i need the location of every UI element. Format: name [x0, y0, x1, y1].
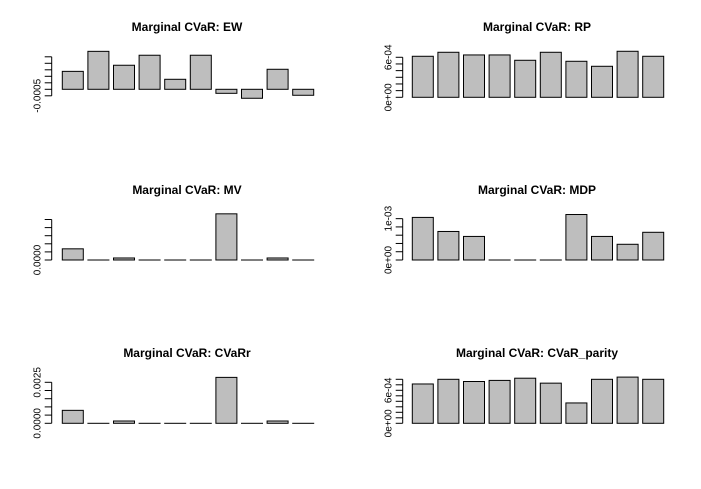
bar [61, 409, 84, 424]
bar [437, 378, 460, 424]
bar [616, 50, 639, 98]
y-tick-label: 0.0000 [33, 408, 44, 439]
bar [113, 64, 135, 90]
bar [539, 51, 562, 98]
y-tick-label: 0.0025 [33, 367, 44, 398]
y-tick-label: 6e-04 [384, 377, 395, 403]
bar [565, 214, 588, 261]
bar [266, 420, 289, 424]
bar [488, 54, 511, 98]
bar [437, 230, 460, 261]
bar [514, 59, 537, 98]
bar [411, 55, 434, 98]
bar [113, 257, 135, 261]
bar [411, 383, 434, 424]
bar [463, 235, 485, 261]
bar [292, 88, 315, 96]
panel-title: Marginal CVaR: MDP [478, 183, 596, 197]
panel-title: Marginal CVaR: EW [132, 20, 243, 34]
panel-title: Marginal CVaR: CVaRr [123, 346, 251, 360]
bar [266, 257, 289, 261]
panel-title: Marginal CVaR: MV [132, 183, 241, 197]
bar [565, 60, 588, 98]
bar [215, 376, 238, 424]
bar [113, 420, 135, 424]
bar [215, 88, 238, 94]
y-tick-label: 1e-03 [384, 205, 395, 231]
bar [591, 235, 613, 261]
bar [189, 54, 212, 90]
panel-title: Marginal CVaR: RP [483, 20, 591, 34]
panel-title: Marginal CVaR: CVaR_parity [456, 346, 618, 360]
bar [411, 216, 434, 261]
bar [565, 402, 588, 424]
bar [514, 377, 537, 424]
bar [215, 213, 238, 261]
y-tick-label: 0.0000 [33, 244, 44, 275]
y-tick-label: 0e+00 [384, 409, 395, 438]
bar [164, 78, 187, 90]
bar [463, 54, 485, 98]
bar [266, 68, 289, 90]
bar [463, 381, 485, 424]
bar [437, 51, 460, 98]
bar [591, 65, 613, 98]
bar [87, 50, 110, 90]
bar [591, 378, 613, 424]
bar [539, 382, 562, 424]
y-tick-label: -0.0005 [33, 78, 44, 112]
bar [488, 379, 511, 424]
bar [642, 231, 665, 261]
bar [241, 88, 263, 99]
bar [642, 55, 665, 98]
y-tick-label: 0e+00 [384, 83, 395, 112]
y-tick-label: 6e-04 [384, 44, 395, 70]
bar [61, 70, 84, 90]
bar [616, 243, 639, 261]
y-tick-label: 0e+00 [384, 246, 395, 275]
bar [616, 376, 639, 424]
bar [138, 54, 161, 90]
bar [642, 378, 665, 424]
bar [61, 248, 84, 261]
